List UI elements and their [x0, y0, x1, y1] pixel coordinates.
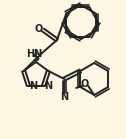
- Text: N: N: [45, 80, 53, 90]
- Text: O: O: [35, 24, 43, 34]
- Text: N: N: [60, 92, 68, 102]
- Text: S: S: [32, 53, 40, 63]
- Text: N: N: [29, 80, 37, 90]
- Text: HN: HN: [26, 49, 42, 59]
- Text: O: O: [80, 79, 88, 89]
